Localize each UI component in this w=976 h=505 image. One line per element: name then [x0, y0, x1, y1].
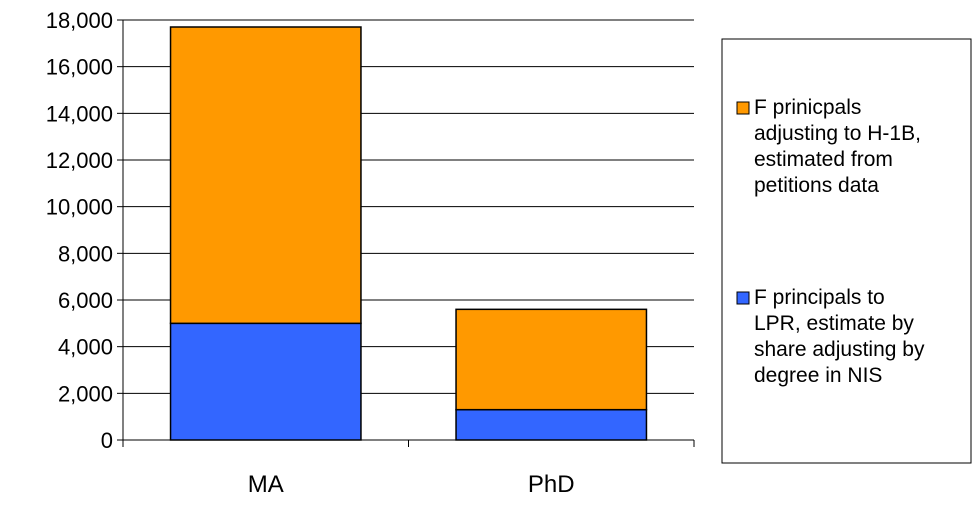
- legend-entry-label: share adjusting by: [754, 338, 925, 361]
- legend-box: [721, 38, 972, 464]
- legend-entry-label: LPR, estimate by: [754, 312, 914, 335]
- y-tick-label: 6,000: [58, 288, 113, 313]
- x-category-label: PhD: [528, 471, 575, 498]
- legend-entry-label: F principals to: [754, 286, 885, 309]
- legend-entry-label: petitions data: [754, 174, 879, 197]
- y-tick-label: 2,000: [58, 381, 113, 406]
- y-tick-label: 8,000: [58, 241, 113, 266]
- y-tick-label: 14,000: [46, 101, 113, 126]
- legend-entry-label: degree in NIS: [754, 364, 882, 387]
- x-category-labels: MA PhD: [248, 471, 575, 498]
- legend: F prinicpals adjusting to H-1B, estimated …: [721, 38, 972, 464]
- y-tick-labels: 0 2,000 4,000 6,000 8,000 10,000 12,000 14,000 1…: [46, 8, 113, 453]
- legend-swatch: [736, 291, 750, 305]
- y-tick-label: 4,000: [58, 335, 113, 360]
- bar-segment: [455, 308, 648, 411]
- y-tick-label: 12,000: [46, 148, 113, 173]
- legend-entry-label: F prinicpals: [754, 96, 861, 119]
- x-category-label: MA: [248, 471, 284, 498]
- y-tick-label: 10,000: [46, 195, 113, 220]
- y-tick-label: 18,000: [46, 8, 113, 33]
- y-tick-label: 16,000: [46, 55, 113, 80]
- bars: [169, 26, 648, 441]
- y-tick-label: 0: [101, 428, 113, 453]
- bar-segment: [455, 408, 648, 441]
- axes: [117, 19, 695, 447]
- legend-entry-label: adjusting to H-1B,: [754, 122, 921, 145]
- bar-segment: [169, 26, 362, 325]
- bar-segment: [169, 322, 362, 441]
- legend-entry-label: estimated from: [754, 148, 893, 171]
- legend-swatch: [736, 101, 750, 115]
